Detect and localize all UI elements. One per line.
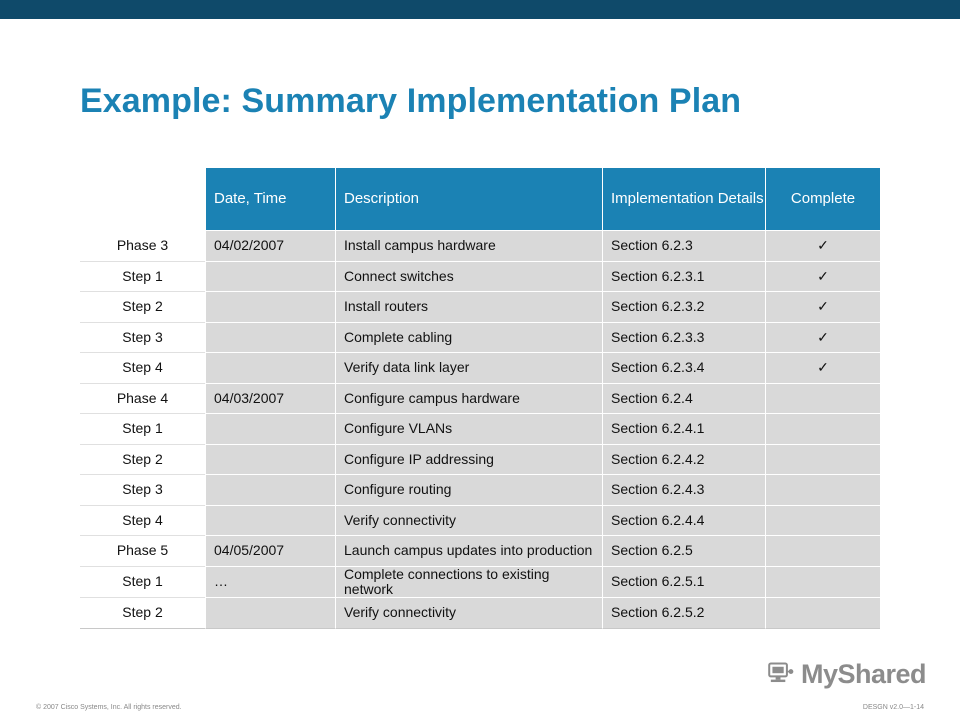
row-description: Verify connectivity — [335, 505, 602, 536]
table-body: Phase 3 04/02/2007 Install campus hardware… — [80, 231, 880, 629]
row-description: Install routers — [335, 292, 602, 323]
row-complete-checkmark — [765, 475, 880, 506]
row-date — [205, 261, 335, 292]
row-label: Step 1 — [80, 261, 205, 292]
row-details: Section 6.2.3 — [602, 231, 765, 262]
row-date: 04/03/2007 — [205, 383, 335, 414]
row-details: Section 6.2.4.1 — [602, 414, 765, 445]
table-row: Phase 3 04/02/2007 Install campus hardware… — [80, 231, 880, 262]
row-label: Step 4 — [80, 505, 205, 536]
row-label: Phase 3 — [80, 231, 205, 262]
monitor-network-icon — [768, 662, 794, 683]
row-complete-checkmark — [765, 444, 880, 475]
row-complete-checkmark — [765, 505, 880, 536]
row-description: Configure routing — [335, 475, 602, 506]
row-complete-checkmark: ✓ — [765, 231, 880, 262]
row-date — [205, 353, 335, 384]
row-description: Complete connections to existing network — [335, 566, 602, 599]
row-date — [205, 414, 335, 445]
table-row: Step 1… Complete connections to existing … — [80, 566, 880, 599]
table-row: Step 2 Install routers Section 6.2.3.2 ✓ — [80, 292, 880, 323]
row-description: Connect switches — [335, 261, 602, 292]
header-blank — [80, 168, 205, 231]
table-row: Phase 4 04/03/2007 Configure campus hardwa… — [80, 383, 880, 414]
slide-title: Example: Summary Implementation Plan — [80, 82, 742, 120]
table-row: Step 4 Verify connectivity Section 6.2.4.4 — [80, 505, 880, 536]
row-label: Phase 5 — [80, 536, 205, 567]
row-complete-checkmark — [765, 598, 880, 629]
row-details: Section 6.2.4 — [602, 383, 765, 414]
table-row: Phase 5 04/05/2007 Launch campus updates i… — [80, 536, 880, 567]
table-row: Step 2 Configure IP addressing Section 6.2… — [80, 444, 880, 475]
row-date: … — [205, 566, 335, 599]
row-details: Section 6.2.3.1 — [602, 261, 765, 292]
myshared-logo: MyShared — [766, 657, 927, 691]
row-label: Step 3 — [80, 322, 205, 353]
row-complete-checkmark: ✓ — [765, 353, 880, 384]
row-complete-checkmark — [765, 383, 880, 414]
table-row: Step 3 Configure routing Section 6.2.4.3 — [80, 475, 880, 506]
row-details: Section 6.2.5.1 — [602, 566, 765, 599]
row-label: Step 2 — [80, 598, 205, 629]
row-details: Section 6.2.4.4 — [602, 505, 765, 536]
header-complete: Complete — [765, 168, 880, 231]
row-date — [205, 322, 335, 353]
row-details: Section 6.2.3.3 — [602, 322, 765, 353]
row-label: Step 4 — [80, 353, 205, 384]
row-details: Section 6.2.5.2 — [602, 598, 765, 629]
row-label: Step 1 — [80, 566, 205, 599]
row-complete-checkmark — [765, 414, 880, 445]
row-description: Configure IP addressing — [335, 444, 602, 475]
row-description: Configure campus hardware — [335, 383, 602, 414]
row-label: Step 2 — [80, 444, 205, 475]
row-details: Section 6.2.3.2 — [602, 292, 765, 323]
row-details: Section 6.2.4.2 — [602, 444, 765, 475]
row-description: Install campus hardware — [335, 231, 602, 262]
implementation-plan-table: Date, Time Description Implementation De… — [80, 168, 880, 629]
table-row: Step 3 Complete cabling Section 6.2.3.3 ✓ — [80, 322, 880, 353]
row-date — [205, 598, 335, 629]
row-complete-checkmark: ✓ — [765, 322, 880, 353]
table-header-row: Date, Time Description Implementation De… — [80, 168, 880, 231]
table-row: Step 4 Verify data link layer Section 6.2.… — [80, 353, 880, 384]
row-description: Verify data link layer — [335, 353, 602, 384]
row-description: Launch campus updates into production — [335, 536, 602, 567]
row-date — [205, 444, 335, 475]
row-description: Complete cabling — [335, 322, 602, 353]
row-complete-checkmark — [765, 536, 880, 567]
row-date: 04/02/2007 — [205, 231, 335, 262]
row-details: Section 6.2.3.4 — [602, 353, 765, 384]
row-date — [205, 292, 335, 323]
logo-text: MyShared — [800, 658, 927, 689]
row-label: Step 3 — [80, 475, 205, 506]
footer-course-code: DESGN v2.0—1-14 — [862, 704, 924, 711]
row-date: 04/05/2007 — [205, 536, 335, 567]
top-banner — [0, 0, 960, 19]
row-complete-checkmark: ✓ — [765, 292, 880, 323]
row-description: Verify connectivity — [335, 598, 602, 629]
table-row: Step 1 Connect switches Section 6.2.3.1 ✓ — [80, 261, 880, 292]
row-complete-checkmark: ✓ — [765, 261, 880, 292]
footer-copyright: © 2007 Cisco Systems, Inc. All rights re… — [36, 704, 182, 711]
row-label: Step 2 — [80, 292, 205, 323]
row-complete-checkmark — [765, 566, 880, 599]
row-description: Configure VLANs — [335, 414, 602, 445]
row-date — [205, 475, 335, 506]
header-implementation-details: Implementation Details — [602, 168, 765, 231]
table-row: Step 2 Verify connectivity Section 6.2.5.2 — [80, 598, 880, 629]
row-date — [205, 505, 335, 536]
row-label: Phase 4 — [80, 383, 205, 414]
row-details: Section 6.2.5 — [602, 536, 765, 567]
row-details: Section 6.2.4.3 — [602, 475, 765, 506]
header-date-time: Date, Time — [205, 168, 335, 231]
table-row: Step 1 Configure VLANs Section 6.2.4.1 — [80, 414, 880, 445]
header-description: Description — [335, 168, 602, 231]
row-label: Step 1 — [80, 414, 205, 445]
